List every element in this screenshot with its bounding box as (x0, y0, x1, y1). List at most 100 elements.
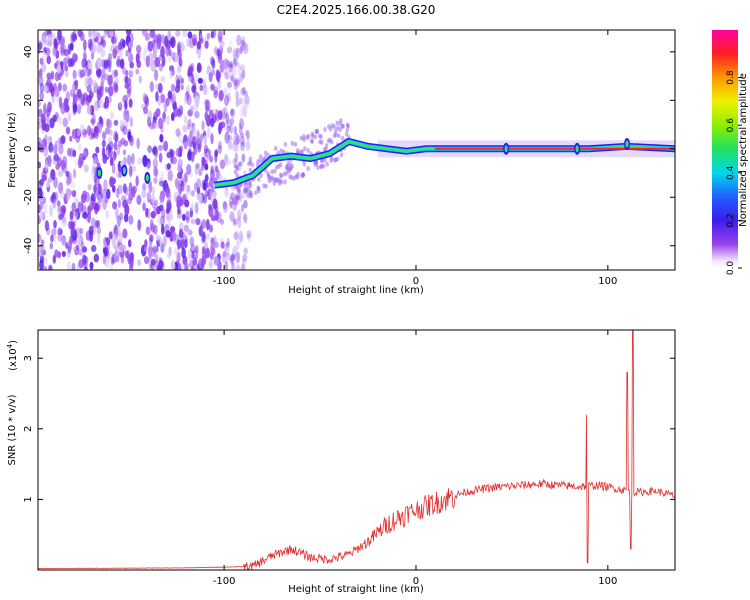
spectrogram-noise-cell (186, 163, 192, 175)
spectrogram-noise-cell (169, 213, 174, 221)
spectrogram-noise-cell (198, 30, 203, 41)
spectrogram-noise-cell (40, 113, 46, 126)
spectrogram-noise-cell (159, 134, 164, 143)
spectrogram-noise-cell (191, 34, 198, 44)
spectrogram-noise-cell (143, 256, 150, 264)
spectrogram-noise-cell (97, 123, 103, 134)
spectrogram-noise-cell (176, 251, 181, 263)
spectrogram-noise-cell (150, 63, 156, 72)
spectrogram-noise-cell (38, 243, 45, 252)
spectrogram-noise-cell (79, 124, 85, 135)
spectrogram-noise-cell (171, 261, 176, 270)
spectrogram-noise-cell (51, 191, 57, 204)
spectrogram-noise-cell (157, 117, 164, 129)
spectrogram-noise-cell (61, 216, 67, 228)
spectrogram-noise-cell (122, 125, 128, 136)
spectrogram-halo-cell (235, 173, 239, 179)
spectrogram-y-tick-label: -20 (23, 189, 34, 205)
spectrogram-noise-cell (42, 196, 46, 205)
spectrogram-noise-cell (93, 125, 99, 134)
spectrogram-x-tick-label: -100 (213, 276, 236, 287)
spectrogram-noise-cell (197, 77, 203, 84)
spectrogram-noise-cell (192, 82, 197, 92)
spectrogram-noise-cell (234, 152, 239, 163)
spectrogram-noise-cell (67, 147, 72, 157)
spectrogram-noise-cell (185, 85, 191, 96)
spectrogram-noise-cell (208, 203, 213, 211)
spectrogram-noise-cell (91, 166, 97, 175)
spectrogram-noise-cell (82, 190, 88, 200)
spectrogram-noise-cell (43, 257, 48, 265)
spectrogram-noise-cell (96, 68, 102, 78)
spectrogram-noise-cell (234, 252, 240, 264)
spectrogram-noise-cell (157, 82, 163, 94)
spectrogram-noise-cell (236, 251, 241, 264)
spectrogram-halo-cell (237, 188, 241, 194)
spectrogram-halo-cell (273, 168, 277, 174)
spectrogram-noise-cell (186, 94, 192, 106)
spectrogram-noise-cell (86, 85, 92, 93)
spectrogram-noise-cell (190, 218, 196, 225)
spectrogram-noise-cell (245, 140, 251, 151)
spectrogram-noise-cell (209, 177, 214, 188)
spectrogram-noise-cell (165, 186, 171, 198)
spectrogram-noise-cell (118, 101, 124, 110)
spectrogram-noise-cell (234, 79, 241, 86)
spectrogram-noise-cell (66, 249, 71, 259)
spectrogram-noise-cell (225, 71, 230, 80)
spectrogram-noise-cell (113, 251, 120, 261)
spectrogram-noise-cell (152, 224, 158, 235)
spectrogram-noise-cell (113, 119, 119, 126)
spectrogram-noise-cell (229, 255, 236, 263)
spectrogram-noise-cell (123, 111, 129, 121)
spectrogram-noise-cell (246, 232, 251, 242)
spectrogram-noise-cell (77, 236, 82, 248)
spectrogram-noise-cell (191, 201, 195, 213)
spectrogram-noise-cell (175, 262, 182, 270)
spectrogram-y-tick-label: 20 (23, 94, 34, 107)
spectrogram-noise-cell (62, 156, 68, 168)
spectrogram-noise-cell (91, 30, 97, 39)
spectrogram-noise-cell (91, 119, 95, 127)
spectrogram-x-tick-label: 100 (598, 276, 617, 287)
spectrogram-noise-cell (165, 213, 170, 221)
spectrogram-noise-cell (160, 75, 166, 83)
spectrogram-noise-cell (47, 176, 53, 183)
spectrogram-noise-cell (162, 55, 166, 67)
spectrogram-noise-cell (145, 55, 151, 68)
spectrogram-noise-cell (71, 58, 75, 67)
spectrogram-noise-cell (74, 158, 79, 166)
spectrogram-noise-cell (149, 234, 154, 242)
spectrogram-halo-cell (298, 149, 303, 155)
spectrogram-noise-cell (120, 254, 125, 264)
spectrogram-noise-cell (53, 48, 57, 57)
spectrogram-noise-cell (136, 157, 143, 165)
snr-y-scale-close: ) (8, 340, 19, 344)
spectrogram-noise-cell (239, 73, 244, 82)
spectrogram-noise-cell (166, 199, 172, 212)
spectrogram-noise-cell (243, 199, 248, 209)
snr-y-scale: (x104) (6, 340, 19, 371)
spectrogram-noise-cell (96, 89, 102, 101)
spectrogram-noise-cell (122, 183, 127, 194)
spectrogram-noise-cell (68, 171, 73, 184)
snr-x-label: Height of straight line (km) (288, 584, 424, 595)
spectrogram-noise-cell (39, 90, 44, 101)
spectrogram-noise-cell (206, 32, 211, 40)
spectrogram-noise-cell (240, 192, 246, 200)
spectrogram-noise-cell (224, 131, 230, 144)
spectrogram-noise-cell (96, 220, 101, 228)
spectrogram-noise-layer (38, 30, 675, 270)
spectrogram-noise-cell (211, 58, 216, 69)
spectrogram-noise-cell (155, 83, 159, 91)
spectrogram-noise-cell (157, 34, 162, 44)
spectrogram-noise-cell (233, 47, 238, 57)
spectrogram-noise-cell (196, 62, 201, 73)
spectrogram-noise-cell (198, 168, 203, 177)
spectrogram-halo-cell (336, 133, 341, 139)
spectrogram-noise-cell (136, 194, 142, 205)
spectrogram-noise-cell (78, 143, 83, 153)
spectrogram-halo-cell (338, 127, 342, 133)
spectrogram-noise-cell (159, 215, 165, 226)
spectrogram-noise-cell (204, 40, 209, 49)
